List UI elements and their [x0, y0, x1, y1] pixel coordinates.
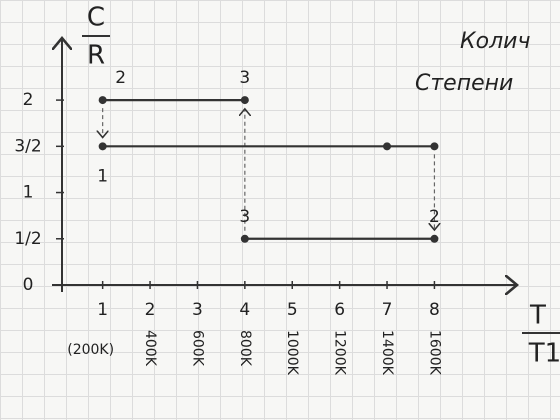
x-tick-label: 1	[97, 300, 108, 320]
x-tick-label: 8	[429, 300, 440, 320]
y-tick-label: 2	[23, 90, 34, 110]
point-label: 2	[429, 207, 440, 227]
y-tick-label: 3/2	[14, 136, 41, 156]
point-label: 1	[97, 166, 108, 186]
point-label: 3	[239, 207, 250, 227]
point	[430, 142, 438, 150]
y-label-denominator: R	[87, 41, 105, 71]
point-label: 2	[115, 68, 126, 88]
x-sublabel: 400K	[142, 330, 158, 367]
x-tick-label: 4	[239, 300, 250, 320]
point-label: 3	[239, 68, 250, 88]
point	[383, 142, 391, 150]
x-sublabel: 1200K	[332, 330, 348, 376]
page: C R T T1 Колич Степени 0 1/2 1 3/2 2 1 (200K) 2…	[0, 0, 560, 420]
x-tick-label: 7	[382, 300, 393, 320]
point	[99, 142, 107, 150]
x-tick-label: 3	[192, 300, 203, 320]
point	[430, 235, 438, 243]
x-tick-label: 2	[145, 300, 156, 320]
x-sublabel: 1400K	[379, 330, 395, 376]
note: Колич	[460, 29, 530, 54]
x-tick-label: 5	[287, 300, 298, 320]
point	[241, 96, 249, 104]
point	[99, 96, 107, 104]
x-sublabel: 1600K	[426, 330, 442, 376]
y-tick-label: 1/2	[14, 229, 41, 249]
chart: C R T T1 Колич Степени 0 1/2 1 3/2 2 1 (200K) 2…	[0, 0, 560, 420]
point	[241, 235, 249, 243]
x-sublabel: 600K	[189, 330, 205, 367]
y-label-numerator: C	[87, 3, 105, 33]
x-tick-label: 6	[334, 300, 345, 320]
x-label-denominator: T1	[528, 339, 560, 369]
y-tick-label: 1	[23, 183, 34, 203]
x-sublabel: (200K)	[67, 342, 114, 358]
x-sublabel: 800K	[237, 330, 253, 367]
note: Степени	[415, 71, 513, 96]
y-tick-label: 0	[23, 275, 34, 295]
x-label-numerator: T	[529, 301, 546, 331]
x-sublabel: 1000K	[284, 330, 300, 376]
